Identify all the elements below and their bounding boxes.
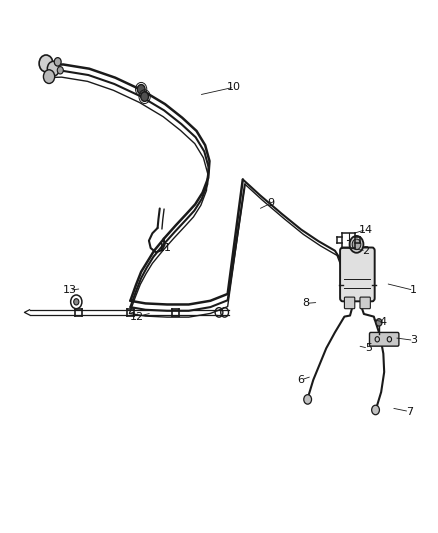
Circle shape xyxy=(376,319,382,326)
Text: 6: 6 xyxy=(298,375,305,385)
Text: 12: 12 xyxy=(130,312,144,321)
Text: 5: 5 xyxy=(365,343,372,353)
Text: 10: 10 xyxy=(227,82,241,92)
Circle shape xyxy=(57,67,64,74)
FancyBboxPatch shape xyxy=(340,247,374,301)
Circle shape xyxy=(137,85,145,94)
Text: 4: 4 xyxy=(380,317,387,327)
Text: 9: 9 xyxy=(267,198,275,208)
Circle shape xyxy=(47,61,60,76)
Text: 3: 3 xyxy=(410,335,417,345)
FancyBboxPatch shape xyxy=(344,297,355,309)
Circle shape xyxy=(74,298,79,305)
Text: 13: 13 xyxy=(63,285,77,295)
FancyBboxPatch shape xyxy=(370,333,399,346)
Circle shape xyxy=(372,405,379,415)
Circle shape xyxy=(43,70,55,84)
Circle shape xyxy=(39,55,53,72)
Text: 8: 8 xyxy=(302,298,309,309)
Text: 11: 11 xyxy=(158,243,172,253)
Text: 7: 7 xyxy=(406,407,413,417)
Circle shape xyxy=(350,236,364,253)
Circle shape xyxy=(352,239,361,249)
Text: 2: 2 xyxy=(363,246,370,256)
Circle shape xyxy=(141,92,148,101)
Circle shape xyxy=(304,394,311,404)
Circle shape xyxy=(54,58,61,66)
FancyBboxPatch shape xyxy=(360,297,371,309)
Text: 14: 14 xyxy=(359,224,373,235)
Text: 1: 1 xyxy=(410,285,417,295)
